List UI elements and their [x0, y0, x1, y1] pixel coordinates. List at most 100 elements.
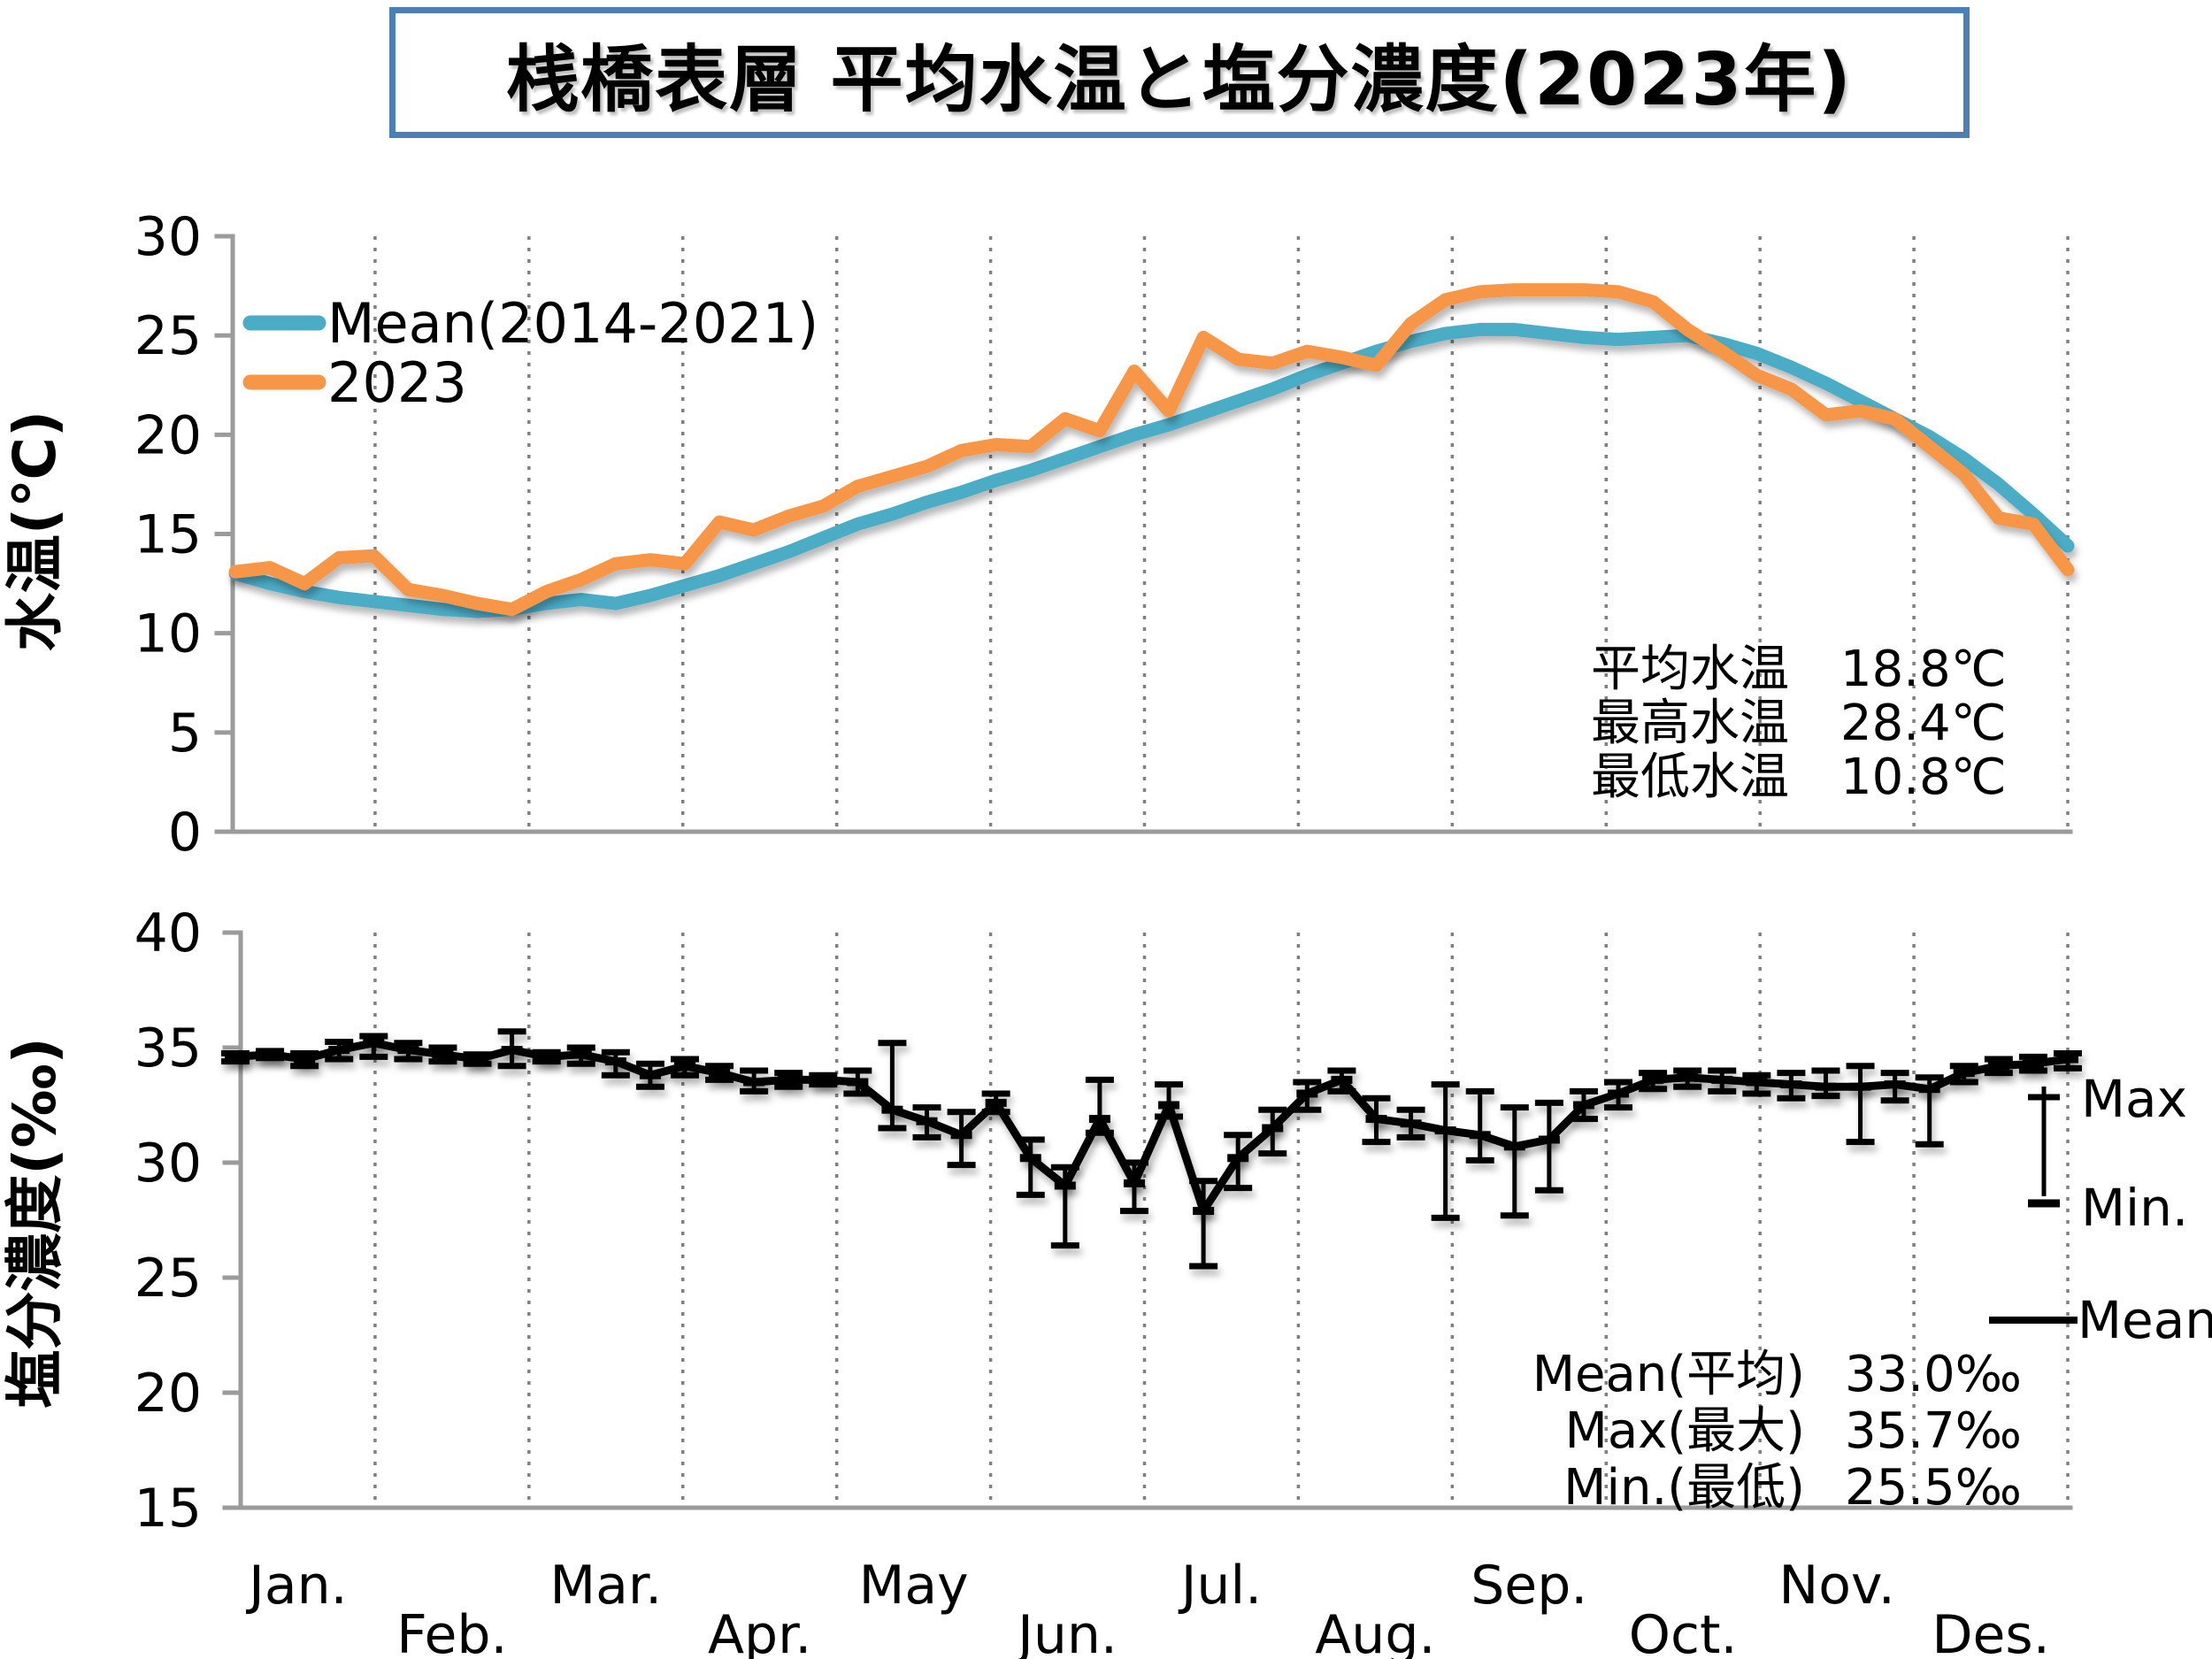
y-tick-label: 30	[134, 1133, 202, 1194]
salinity-marker	[743, 1078, 765, 1087]
salinity-marker	[328, 1046, 350, 1055]
salinity-marker	[812, 1075, 834, 1084]
salinity-marker	[1918, 1085, 1940, 1094]
temp-2023-line	[228, 283, 2075, 617]
salinity-marker	[1158, 1101, 1180, 1110]
page-title: 桟橋表層 平均水温と塩分濃度(2023年)	[506, 37, 1853, 122]
legend-label-mean: Mean(2014-2021)	[327, 291, 818, 356]
chart-title-box: 桟橋表層 平均水温と塩分濃度(2023年)	[389, 7, 1970, 138]
y-tick-label: 25	[134, 1248, 202, 1310]
month-gridlines	[373, 236, 2070, 1508]
y-tick-label: 15	[134, 1478, 202, 1540]
salinity-marker	[2022, 1059, 2044, 1068]
salinity-stat-label: Max(最大)	[1565, 1402, 1805, 1460]
salinity-marker	[1953, 1069, 1975, 1078]
month-label-jan: Jan.	[245, 1555, 348, 1617]
salinity-marker	[432, 1050, 454, 1059]
salinity-stat-value: 25.5‰	[1845, 1459, 2022, 1517]
y-tick-label: 25	[134, 305, 202, 367]
salinity-stat-value: 35.7‰	[1845, 1402, 2022, 1460]
month-label-aug: Aug.	[1315, 1604, 1435, 1659]
salinity-marker	[1849, 1082, 1871, 1091]
salinity-marker	[535, 1052, 557, 1061]
y-tick-label: 40	[134, 902, 202, 964]
legend-label-2023: 2023	[327, 350, 467, 415]
salinity-marker	[1193, 1207, 1215, 1216]
temp-stat-value: 28.4℃	[1840, 695, 2007, 752]
salinity-marker	[570, 1050, 592, 1059]
temp-axis-title: 水温(℃)	[1, 411, 69, 651]
salinity-marker	[259, 1050, 281, 1059]
month-label-feb: Feb.	[396, 1604, 507, 1659]
temp-stat-label: 最高水温	[1591, 695, 1789, 752]
salinity-marker	[1019, 1154, 1041, 1163]
temp-legend: Mean(2014-2021)2023	[242, 291, 818, 415]
salinity-marker	[639, 1071, 661, 1079]
salinity-marker	[1608, 1089, 1630, 1098]
legend-label-max: Max	[2081, 1069, 2187, 1129]
month-label-sep: Sep.	[1471, 1555, 1587, 1617]
salinity-marker	[709, 1069, 731, 1078]
salinity-marker	[1331, 1075, 1353, 1084]
salinity-marker	[1123, 1179, 1145, 1187]
salinity-marker	[1434, 1126, 1456, 1135]
month-label-apr: Apr.	[708, 1604, 811, 1659]
salinity-legend: Max Min. Mean	[1989, 1069, 2212, 1350]
salinity-marker	[1365, 1115, 1387, 1124]
salinity-stat-label: Min.(最低)	[1563, 1459, 1805, 1517]
salinity-marker	[985, 1098, 1007, 1107]
salinity-marker	[1469, 1131, 1491, 1140]
salinity-marker	[1642, 1075, 1664, 1084]
y-tick-label: 0	[168, 802, 202, 864]
salinity-axis-title: 塩分濃度(‰)	[1, 1037, 69, 1408]
salinity-marker	[1054, 1181, 1076, 1190]
month-label-nov: Nov.	[1778, 1555, 1895, 1617]
salinity-marker	[847, 1078, 869, 1087]
salinity-marker	[950, 1131, 972, 1140]
salinity-marker	[1572, 1101, 1594, 1110]
salinity-stat-label: Mean(平均)	[1532, 1346, 1805, 1403]
salinity-stat-value: 33.0‰	[1845, 1346, 2022, 1403]
salinity-marker	[1262, 1124, 1284, 1133]
salinity-marker	[778, 1075, 800, 1084]
y-tick-label: 20	[134, 1363, 202, 1425]
y-tick-label: 30	[134, 206, 202, 268]
salinity-marker	[294, 1055, 316, 1064]
temp-stat-label: 最低水温	[1591, 749, 1789, 806]
salinity-marker	[1538, 1135, 1560, 1144]
salinity-marker	[397, 1046, 419, 1055]
salinity-marker	[1296, 1089, 1318, 1098]
temp-stat-value: 10.8℃	[1840, 749, 2007, 806]
salinity-marker	[881, 1105, 903, 1114]
salinity-marker	[2057, 1055, 2078, 1064]
temp-stat-value: 18.8℃	[1840, 641, 2007, 698]
salinity-marker	[604, 1057, 626, 1066]
month-label-mar: Mar.	[549, 1555, 662, 1617]
legend-label-mean: Mean	[2078, 1290, 2212, 1350]
salinity-marker	[1987, 1062, 2009, 1071]
y-tick-label: 20	[134, 404, 202, 466]
month-label-des: Des.	[1932, 1604, 2049, 1659]
month-label-oct: Oct.	[1629, 1604, 1738, 1659]
salinity-marker	[1227, 1154, 1249, 1163]
salinity-marker	[1088, 1115, 1110, 1124]
salinity-marker	[673, 1062, 695, 1071]
salinity-marker	[1677, 1073, 1699, 1082]
salinity-marker	[1884, 1080, 1906, 1089]
salinity-marker	[1711, 1075, 1733, 1084]
y-tick-label: 35	[134, 1018, 202, 1079]
y-tick-label: 5	[168, 703, 202, 764]
temp-stat-label: 平均水温	[1591, 641, 1789, 698]
legend-label-min: Min.	[2081, 1178, 2188, 1238]
salinity-markers	[225, 1039, 2078, 1216]
salinity-marker	[1400, 1119, 1422, 1128]
salinity-marker	[466, 1055, 488, 1064]
salinity-marker	[1746, 1078, 1768, 1087]
salinity-marker	[363, 1039, 385, 1048]
y-tick-label: 15	[134, 504, 202, 566]
salinity-marker	[225, 1052, 246, 1061]
salinity-marker	[1503, 1142, 1525, 1151]
axes	[214, 234, 2073, 1510]
